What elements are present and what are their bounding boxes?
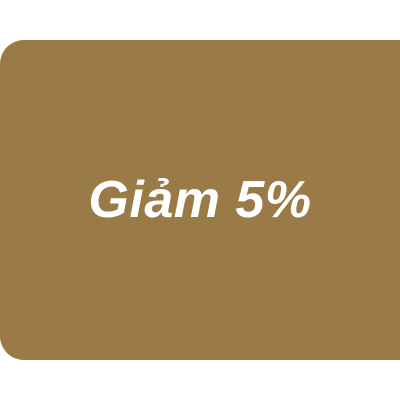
discount-label: Giảm 5% <box>88 171 312 229</box>
discount-badge: Giảm 5% <box>0 40 400 360</box>
